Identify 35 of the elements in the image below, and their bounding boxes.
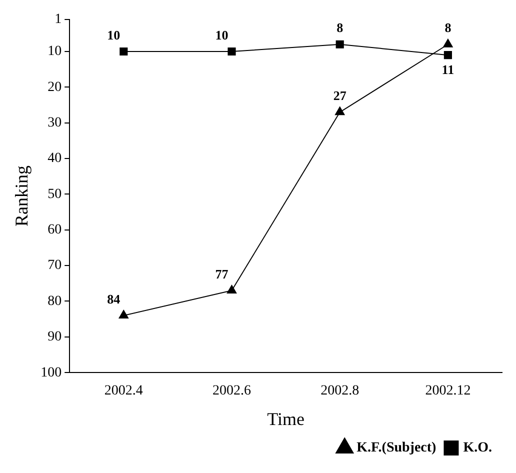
point xyxy=(335,106,345,116)
data-label: 84 xyxy=(107,291,121,306)
y-tick-label: 50 xyxy=(48,186,62,202)
data-label: 10 xyxy=(215,27,228,42)
y-axis-title: Ranking xyxy=(12,166,32,226)
data-label: 11 xyxy=(442,62,454,77)
data-label: 10 xyxy=(107,27,120,42)
y-tick-label: 60 xyxy=(48,222,62,238)
y-tick-label: 40 xyxy=(48,151,62,166)
legend-label: K.F.(Subject) xyxy=(356,440,437,456)
x-axis-title: Time xyxy=(267,408,304,429)
legend-label: K.O. xyxy=(463,440,492,456)
y-tick-label: 90 xyxy=(48,330,62,345)
y-tick-label: 10 xyxy=(48,44,62,60)
x-tick-label: 2002.6 xyxy=(212,384,251,399)
point xyxy=(228,47,236,56)
point xyxy=(444,51,452,60)
x-tick-label: 2002.12 xyxy=(425,384,471,399)
data-label: 77 xyxy=(215,266,229,282)
x-tick-label: 2002.8 xyxy=(320,384,360,399)
point xyxy=(118,310,128,319)
y-tick-label: 30 xyxy=(48,116,62,131)
y-tick-label: 20 xyxy=(48,80,62,95)
point xyxy=(120,47,128,56)
data-label: 8 xyxy=(444,20,452,36)
data-label: 27 xyxy=(333,88,347,104)
point xyxy=(226,285,237,294)
x-tick-label: 2002.4 xyxy=(104,384,143,399)
y-tick-label: 1 xyxy=(54,12,62,28)
point xyxy=(443,38,453,48)
data-label: 8 xyxy=(336,20,344,36)
point xyxy=(336,40,344,48)
y-tick-label: 80 xyxy=(48,294,62,309)
y-tick-label: 70 xyxy=(48,258,62,274)
y-tick-label: 100 xyxy=(40,365,62,380)
